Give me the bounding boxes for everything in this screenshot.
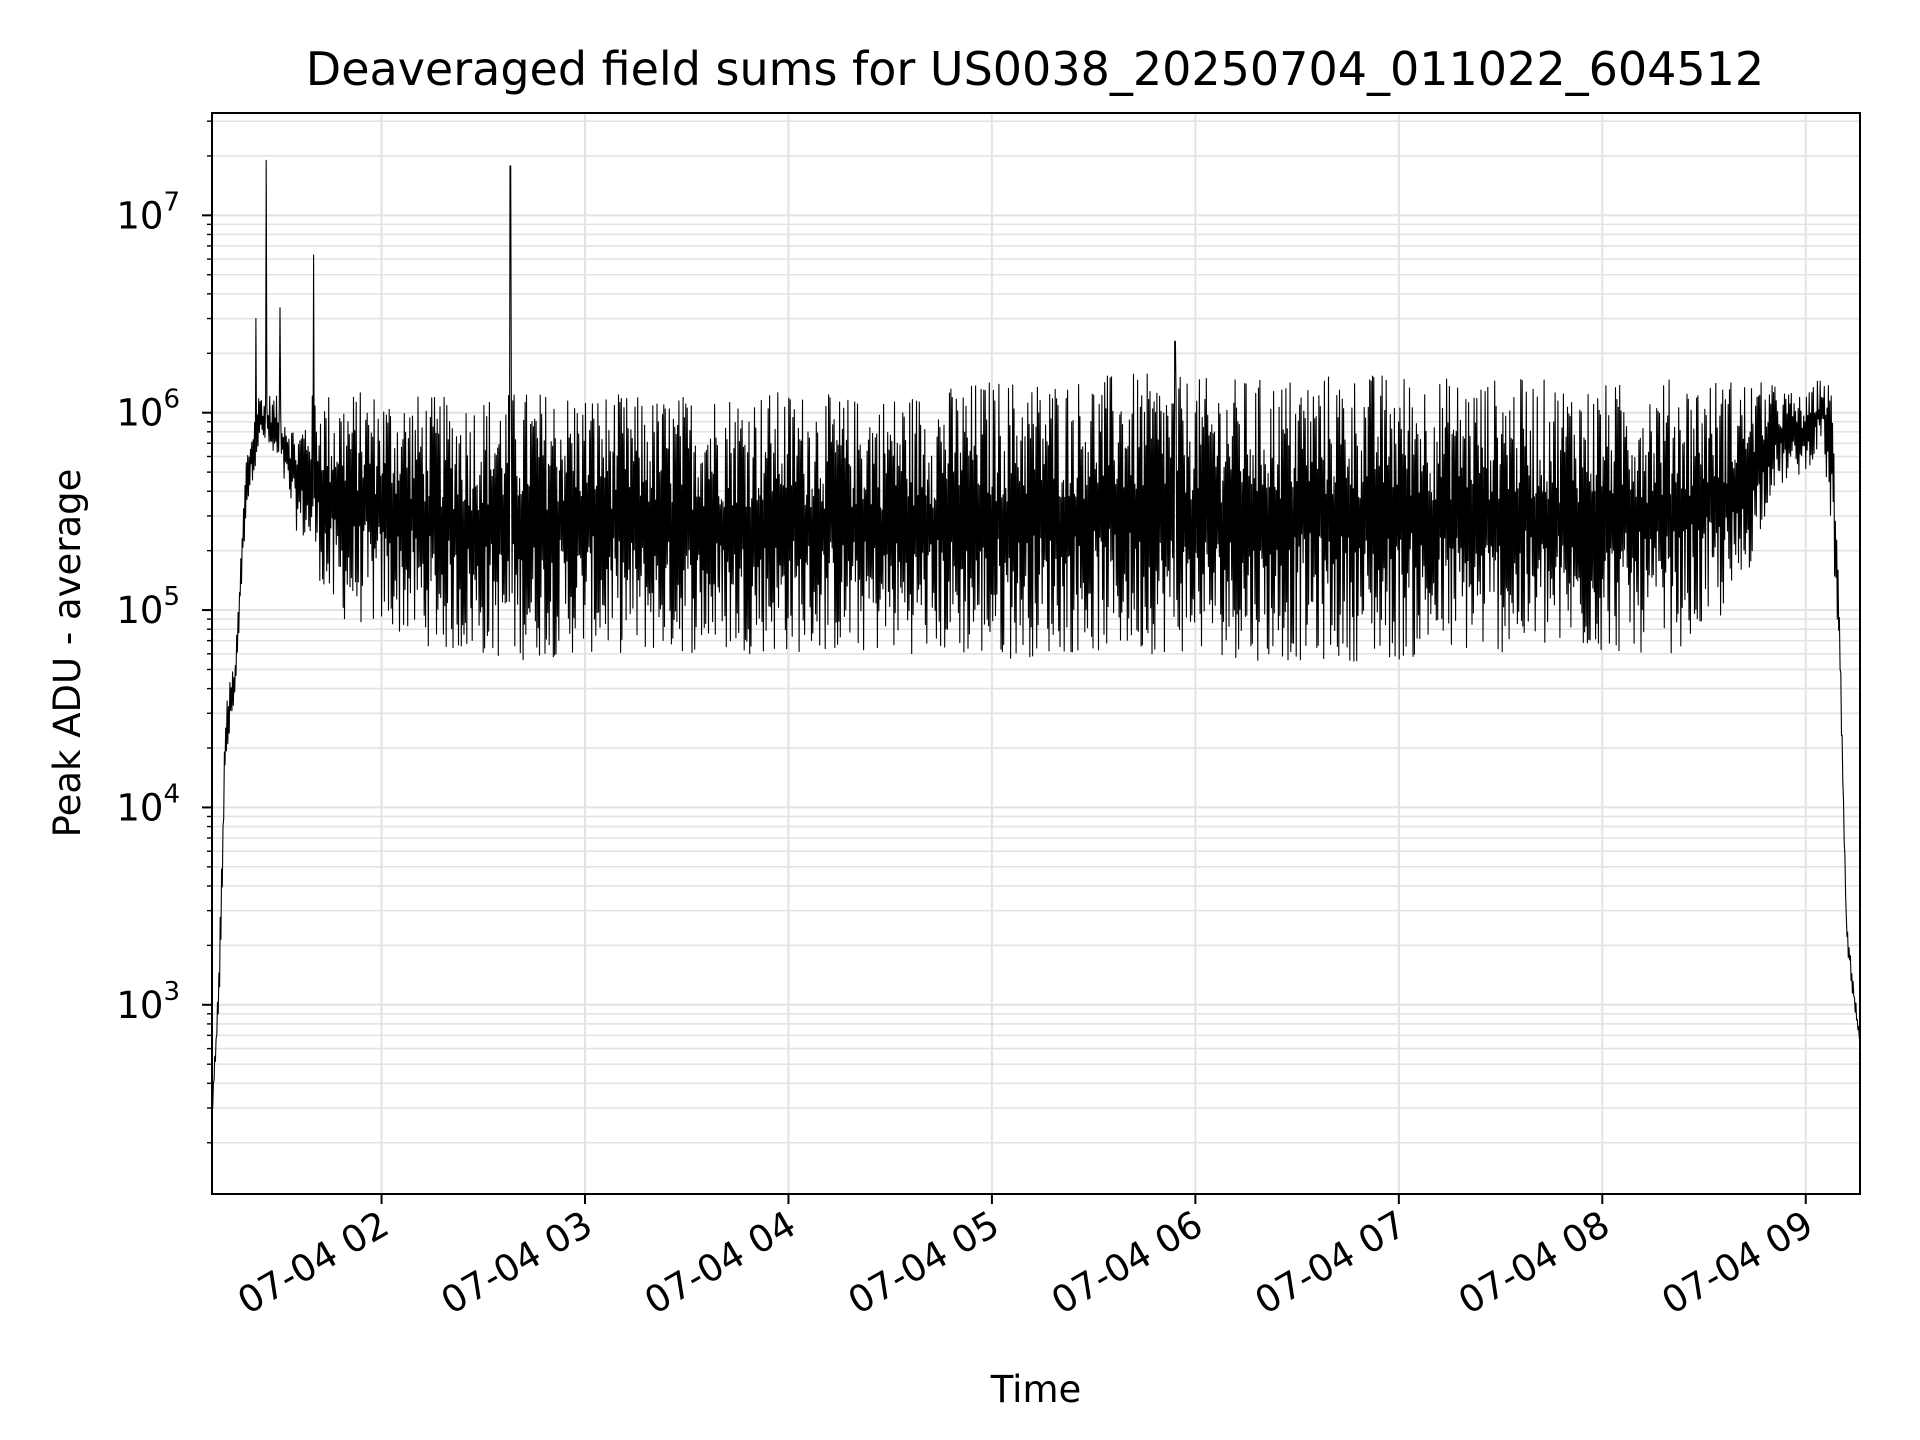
y-tick-exponent: 4 bbox=[163, 779, 180, 809]
plot-area bbox=[211, 112, 1861, 1195]
y-tick-exponent: 7 bbox=[163, 187, 180, 217]
y-tick-exponent: 3 bbox=[163, 977, 180, 1007]
x-axis-label: Time bbox=[990, 1368, 1082, 1411]
series-line-0 bbox=[212, 159, 1860, 1111]
grid bbox=[212, 113, 1860, 1194]
y-tick-label: 104 bbox=[116, 779, 180, 829]
series-group bbox=[212, 159, 1860, 1111]
y-axis-label: Peak ADU - average bbox=[46, 469, 89, 838]
chart-title: Deaveraged field sums for US0038_2025070… bbox=[306, 42, 1764, 96]
y-tick-exponent: 6 bbox=[163, 385, 180, 415]
y-tick-exponent: 5 bbox=[163, 582, 180, 612]
